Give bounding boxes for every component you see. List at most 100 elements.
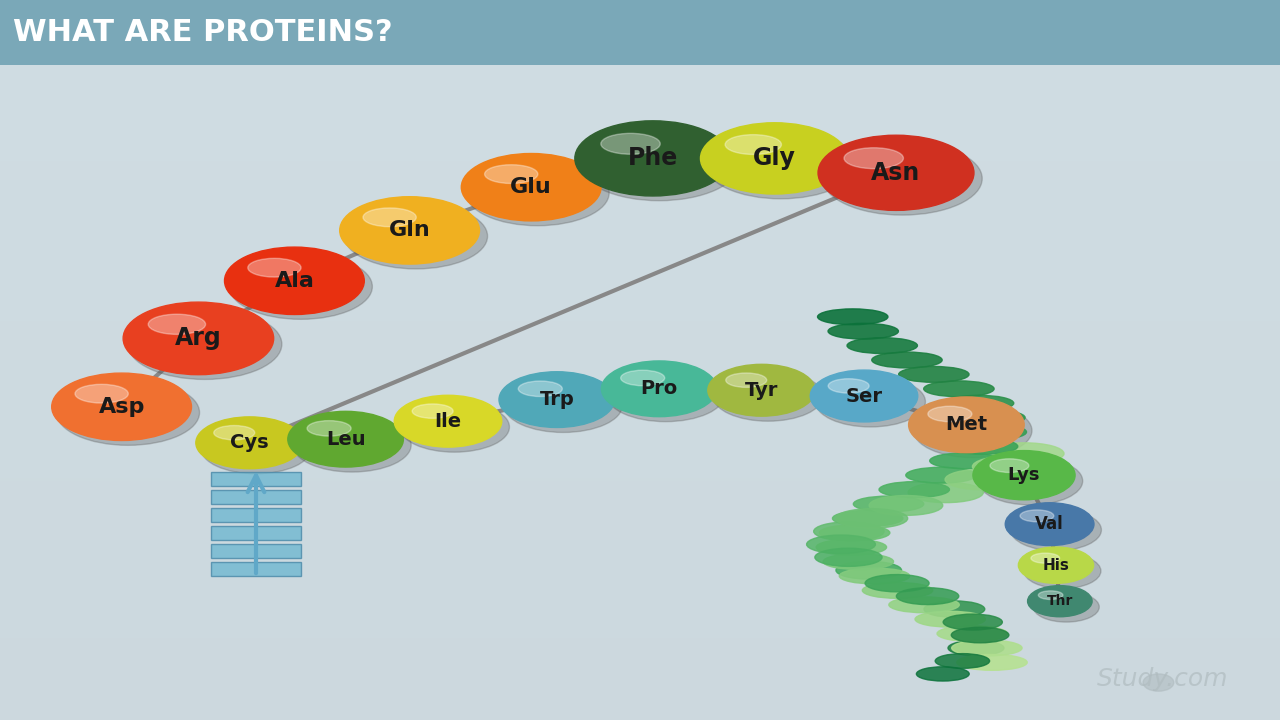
Text: Study.com: Study.com bbox=[1097, 667, 1229, 691]
Ellipse shape bbox=[943, 395, 1014, 411]
Ellipse shape bbox=[814, 522, 884, 541]
Ellipse shape bbox=[817, 539, 887, 555]
Ellipse shape bbox=[344, 204, 488, 269]
Text: Arg: Arg bbox=[175, 326, 221, 351]
Text: Met: Met bbox=[946, 415, 987, 434]
Ellipse shape bbox=[602, 361, 717, 417]
Ellipse shape bbox=[844, 148, 904, 168]
Ellipse shape bbox=[394, 395, 502, 447]
Ellipse shape bbox=[828, 323, 899, 339]
Ellipse shape bbox=[806, 535, 876, 554]
Ellipse shape bbox=[836, 508, 908, 528]
Ellipse shape bbox=[56, 380, 200, 445]
Ellipse shape bbox=[951, 627, 1009, 643]
Text: WHAT ARE PROTEINS?: WHAT ARE PROTEINS? bbox=[13, 18, 393, 47]
FancyBboxPatch shape bbox=[0, 0, 1280, 65]
Ellipse shape bbox=[906, 467, 977, 483]
Ellipse shape bbox=[818, 309, 888, 325]
Ellipse shape bbox=[1020, 510, 1053, 522]
Ellipse shape bbox=[621, 370, 664, 386]
FancyBboxPatch shape bbox=[211, 472, 301, 486]
Ellipse shape bbox=[399, 402, 509, 452]
Text: Glu: Glu bbox=[511, 177, 552, 197]
Ellipse shape bbox=[929, 453, 1000, 469]
Ellipse shape bbox=[1030, 553, 1060, 563]
Ellipse shape bbox=[840, 568, 910, 584]
Ellipse shape bbox=[518, 381, 562, 397]
Text: Ser: Ser bbox=[846, 387, 882, 405]
Ellipse shape bbox=[957, 654, 1028, 670]
Ellipse shape bbox=[818, 135, 974, 210]
Ellipse shape bbox=[899, 366, 969, 382]
Ellipse shape bbox=[1038, 591, 1062, 600]
Ellipse shape bbox=[705, 130, 856, 199]
Ellipse shape bbox=[248, 258, 301, 277]
Ellipse shape bbox=[924, 381, 995, 397]
Ellipse shape bbox=[51, 373, 192, 441]
Ellipse shape bbox=[914, 403, 1032, 458]
Ellipse shape bbox=[229, 254, 372, 320]
Ellipse shape bbox=[1028, 585, 1092, 617]
Ellipse shape bbox=[1005, 503, 1094, 546]
Ellipse shape bbox=[196, 417, 303, 469]
Ellipse shape bbox=[288, 411, 403, 467]
FancyBboxPatch shape bbox=[211, 490, 301, 504]
Ellipse shape bbox=[307, 420, 351, 436]
Ellipse shape bbox=[724, 135, 781, 155]
Ellipse shape bbox=[713, 371, 823, 421]
Ellipse shape bbox=[1019, 547, 1093, 583]
Ellipse shape bbox=[412, 404, 453, 418]
Ellipse shape bbox=[943, 614, 1002, 630]
Ellipse shape bbox=[937, 626, 1007, 642]
Ellipse shape bbox=[575, 121, 731, 196]
Text: Lys: Lys bbox=[1007, 467, 1041, 484]
Ellipse shape bbox=[936, 654, 989, 668]
Text: Ala: Ala bbox=[274, 271, 315, 291]
Text: Gly: Gly bbox=[753, 146, 796, 171]
Ellipse shape bbox=[948, 641, 1004, 655]
Ellipse shape bbox=[123, 302, 274, 374]
Text: Ile: Ile bbox=[434, 412, 462, 431]
Text: Gln: Gln bbox=[389, 220, 430, 240]
Ellipse shape bbox=[832, 510, 902, 526]
Ellipse shape bbox=[984, 443, 1064, 464]
Text: Val: Val bbox=[1036, 516, 1064, 533]
Ellipse shape bbox=[607, 367, 724, 422]
Ellipse shape bbox=[700, 123, 849, 194]
Ellipse shape bbox=[945, 469, 1021, 490]
Ellipse shape bbox=[148, 314, 206, 334]
Text: Cys: Cys bbox=[230, 433, 269, 452]
Text: Phe: Phe bbox=[627, 146, 678, 171]
Ellipse shape bbox=[847, 338, 918, 354]
Ellipse shape bbox=[924, 601, 984, 617]
Ellipse shape bbox=[1011, 509, 1101, 551]
Ellipse shape bbox=[128, 309, 282, 379]
Ellipse shape bbox=[364, 208, 416, 227]
Ellipse shape bbox=[978, 457, 1083, 505]
Ellipse shape bbox=[499, 372, 614, 428]
Ellipse shape bbox=[973, 451, 1075, 500]
Ellipse shape bbox=[896, 588, 959, 605]
Ellipse shape bbox=[1024, 554, 1101, 589]
Ellipse shape bbox=[485, 165, 538, 184]
Ellipse shape bbox=[956, 424, 1027, 440]
Ellipse shape bbox=[600, 133, 660, 154]
Ellipse shape bbox=[989, 459, 1029, 472]
Text: Leu: Leu bbox=[326, 430, 365, 449]
Ellipse shape bbox=[909, 397, 1024, 453]
Ellipse shape bbox=[293, 418, 411, 472]
Ellipse shape bbox=[201, 423, 311, 474]
Ellipse shape bbox=[726, 373, 767, 387]
Text: Asn: Asn bbox=[872, 161, 920, 185]
Ellipse shape bbox=[908, 482, 983, 503]
Text: Pro: Pro bbox=[640, 379, 678, 398]
Text: Asp: Asp bbox=[99, 397, 145, 417]
Ellipse shape bbox=[461, 153, 602, 221]
Text: Thr: Thr bbox=[1047, 594, 1073, 608]
FancyBboxPatch shape bbox=[211, 544, 301, 558]
Ellipse shape bbox=[224, 247, 365, 315]
Ellipse shape bbox=[819, 525, 890, 541]
Text: Tyr: Tyr bbox=[745, 381, 778, 400]
FancyBboxPatch shape bbox=[211, 562, 301, 576]
Ellipse shape bbox=[466, 161, 609, 226]
